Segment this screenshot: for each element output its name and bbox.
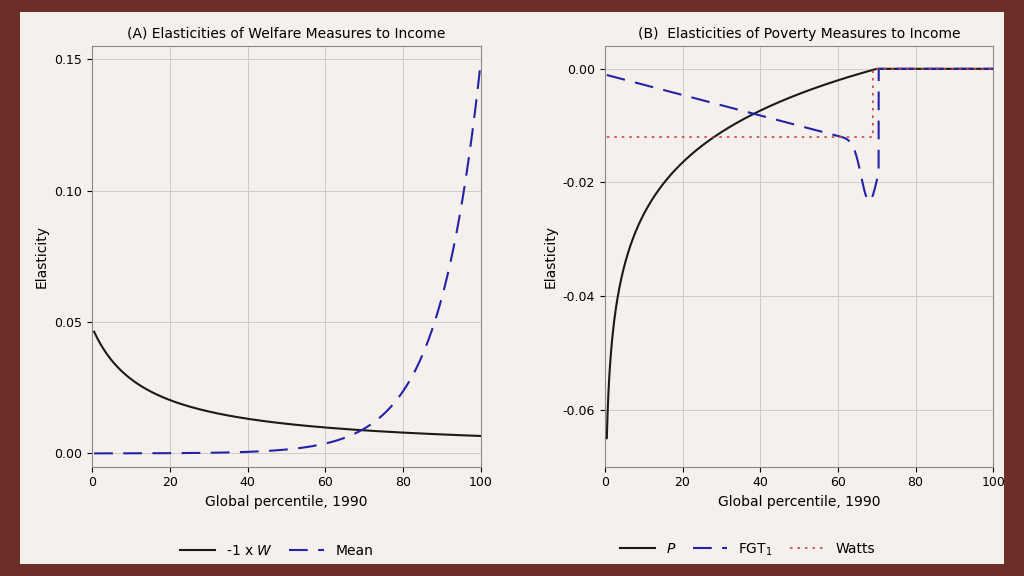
Legend: $P$, FGT$_1$, Watts: $P$, FGT$_1$, Watts — [614, 536, 881, 563]
X-axis label: Global percentile, 1990: Global percentile, 1990 — [718, 495, 881, 509]
Y-axis label: Elasticity: Elasticity — [35, 225, 49, 288]
Title: (A) Elasticities of Welfare Measures to Income: (A) Elasticities of Welfare Measures to … — [127, 26, 445, 41]
X-axis label: Global percentile, 1990: Global percentile, 1990 — [205, 495, 368, 509]
Title: (B)  Elasticities of Poverty Measures to Income: (B) Elasticities of Poverty Measures to … — [638, 26, 961, 41]
Legend: -1 x $W$, Mean: -1 x $W$, Mean — [174, 538, 379, 563]
Y-axis label: Elasticity: Elasticity — [543, 225, 557, 288]
